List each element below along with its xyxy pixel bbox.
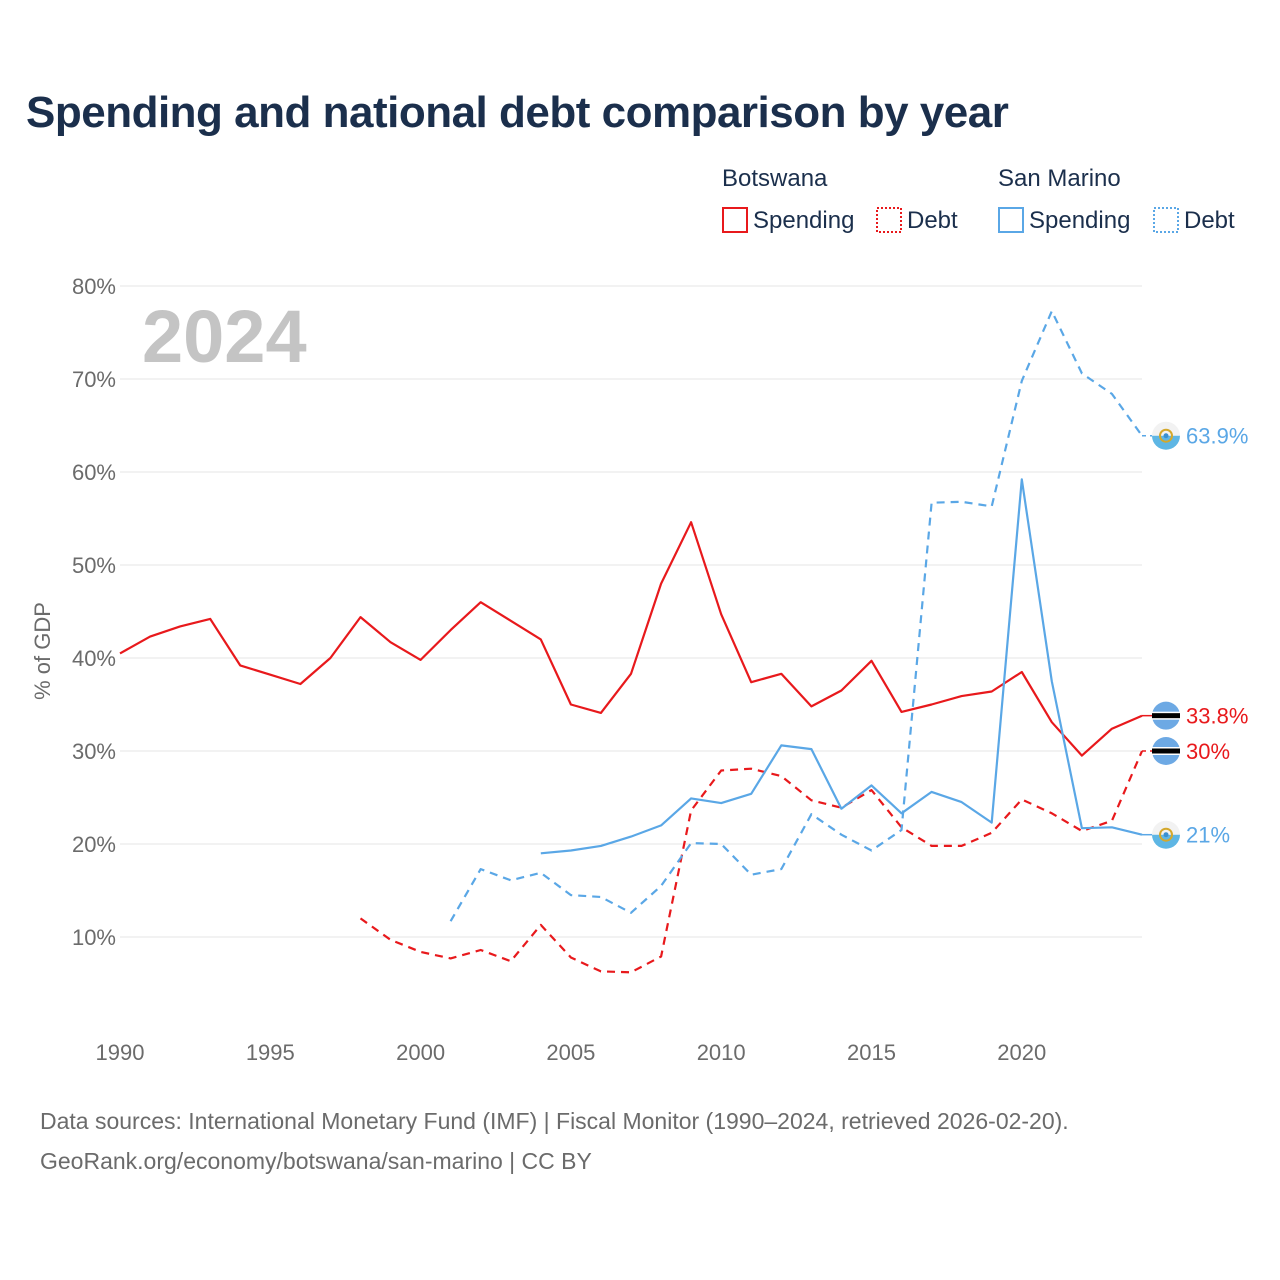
x-axis-ticks: 1990 1995 2000 2005 2010 2015 2020 — [96, 1040, 1047, 1065]
legend-label-san-marino-debt[interactable]: Debt — [1184, 207, 1235, 234]
x-tick-label: 2020 — [997, 1040, 1046, 1065]
chart-title: Spending and national debt comparison by… — [26, 88, 1009, 137]
y-tick-label: 50% — [72, 553, 116, 578]
x-tick-label: 2005 — [546, 1040, 595, 1065]
x-tick-label: 1990 — [96, 1040, 145, 1065]
legend-group-san-marino: San Marino — [998, 165, 1121, 192]
year-watermark: 2024 — [142, 295, 307, 378]
legend-label-botswana-spending[interactable]: Spending — [753, 207, 854, 234]
y-axis-label: % of GDP — [30, 602, 55, 700]
series-line-san-marino-spending[interactable] — [540, 478, 1143, 855]
y-tick-label: 20% — [72, 832, 116, 857]
legend-swatch-botswana-spending[interactable] — [722, 207, 748, 233]
legend-label-botswana-debt[interactable]: Debt — [907, 207, 958, 234]
y-tick-label: 80% — [72, 274, 116, 299]
x-tick-label: 2010 — [697, 1040, 746, 1065]
footer-sources: Data sources: International Monetary Fun… — [40, 1108, 1069, 1134]
x-tick-label: 2015 — [847, 1040, 896, 1065]
y-tick-label: 70% — [72, 367, 116, 392]
y-tick-label: 30% — [72, 739, 116, 764]
end-markers: 33.8% 30% 21% 63.9% — [1142, 421, 1248, 849]
legend-label-san-marino-spending[interactable]: Spending — [1029, 207, 1130, 234]
y-axis-ticks: 10% 20% 30% 40% 50% 60% 70% 80% — [72, 274, 116, 950]
legend-swatch-botswana-debt[interactable] — [876, 207, 902, 233]
legend-swatch-san-marino-debt[interactable] — [1153, 207, 1179, 233]
y-tick-label: 60% — [72, 460, 116, 485]
legend-swatch-san-marino-spending[interactable] — [998, 207, 1024, 233]
legend[interactable]: Botswana San Marino Spending Debt Spendi… — [722, 165, 1235, 234]
end-value-label: 21% — [1186, 823, 1230, 848]
botswana-flag-icon — [1152, 737, 1180, 765]
x-tick-label: 1995 — [246, 1040, 295, 1065]
end-value-label: 63.9% — [1186, 424, 1248, 449]
series-layer — [119, 310, 1144, 974]
series-line-botswana-debt[interactable] — [359, 750, 1144, 974]
series-line-san-marino-debt[interactable] — [449, 310, 1143, 922]
end-value-label: 30% — [1186, 739, 1230, 764]
end-value-label: 33.8% — [1186, 704, 1248, 729]
y-tick-label: 10% — [72, 925, 116, 950]
legend-group-botswana: Botswana — [722, 165, 828, 192]
footer-credit: GeoRank.org/economy/botswana/san-marino … — [40, 1148, 592, 1174]
series-line-botswana-spending[interactable] — [119, 521, 1143, 757]
x-tick-label: 2000 — [396, 1040, 445, 1065]
san-marino-flag-icon — [1152, 421, 1181, 450]
botswana-flag-icon — [1152, 701, 1180, 730]
san-marino-flag-icon — [1152, 820, 1181, 849]
grid-layer — [120, 285, 1142, 938]
y-tick-label: 40% — [72, 646, 116, 671]
